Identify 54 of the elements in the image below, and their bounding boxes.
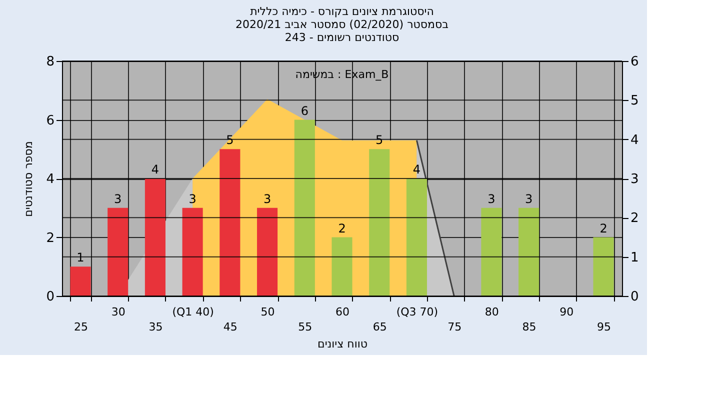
bar [332,237,352,296]
x-tick-label: 95 [597,320,612,334]
y-tick-label: 4 [46,172,54,187]
data-label: 3 [488,192,496,206]
y-tick-label: 2 [46,230,54,246]
text: היסטוגרמת ציונים בקורס - כימיה כללית [250,5,434,18]
y2-tick-label: 4 [630,132,639,148]
bar [108,208,128,296]
text: בסמסטר (02/2020) סמסטר אביב 2020/21 [235,18,449,31]
y2-tick-label: 5 [630,94,639,109]
y2-tick-label: 6 [630,54,639,70]
data-label: 3 [188,192,196,206]
y-tick-label: 8 [46,54,54,70]
data-label: 6 [300,104,308,118]
y-tick-label: 6 [46,113,54,128]
bar [518,208,540,296]
x-tick-label: (Q1 40) [172,306,214,318]
x-tick-label: 90 [560,306,574,318]
bar [294,120,315,296]
y2-tick-label: 2 [630,211,639,226]
y2-tick-label: 0 [630,290,639,304]
bar [220,149,240,296]
x-tick-label: 85 [522,320,536,334]
x-tick-label: 45 [223,320,238,334]
y2-tick-label: 3 [630,172,639,187]
x-tick-label: 75 [448,320,462,334]
x-tick-label: 65 [372,320,387,334]
data-label: 3 [263,192,272,206]
bar [182,208,203,296]
x-tick-label: 55 [298,320,312,334]
x-tick-label: 35 [148,320,163,334]
x-tick-label: (Q3 70) [396,306,438,318]
bar [70,266,91,296]
data-label: 4 [412,162,421,176]
x-tick-label: 60 [336,306,350,318]
x-tick-label: 80 [484,306,499,318]
data-label: 3 [114,192,122,206]
bar [593,237,614,296]
bar [257,208,278,296]
text: סטודנטים רשומים - 243 [284,31,400,44]
x-tick-label: 30 [111,306,126,318]
bar [144,178,166,296]
y-tick-label: 0 [46,290,54,304]
y2-tick-label: 1 [630,250,639,266]
data-label: 2 [338,221,346,236]
data-label: 3 [524,192,533,206]
y-axis-title: מספר סטודנטים [22,141,36,217]
bar [481,208,502,296]
data-label: 4 [151,162,160,176]
bar [369,149,390,296]
x-tick-label: 25 [74,320,88,334]
data-label: 2 [600,221,608,236]
x-axis-title: טווח ציונים [318,338,368,350]
x-tick-label: 50 [260,306,275,318]
